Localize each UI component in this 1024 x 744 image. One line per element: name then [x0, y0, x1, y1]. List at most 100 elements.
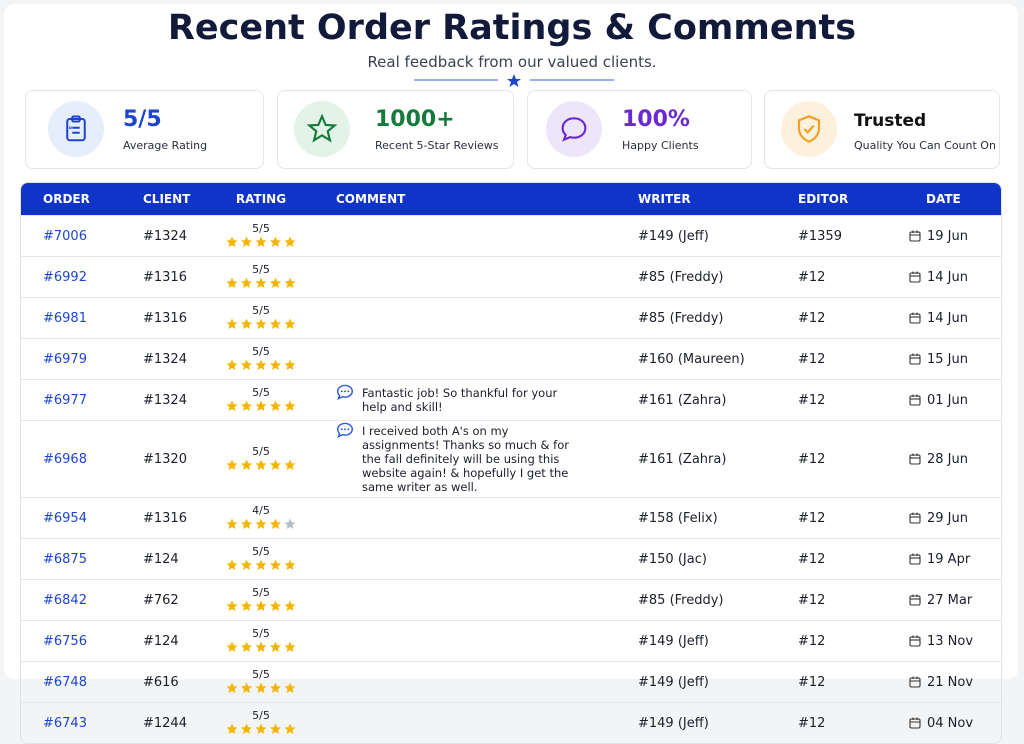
date-text: 21 Nov — [927, 674, 974, 690]
cell-text: #85 (Freddy) — [638, 269, 724, 285]
table-cell: #1359 — [786, 215, 891, 257]
cell-text: #1320 — [143, 451, 187, 467]
date-text: 29 Jun — [927, 510, 968, 526]
stat-label: Recent 5-Star Reviews — [375, 139, 499, 152]
stat-label: Happy Clients — [622, 139, 699, 152]
table-cell: #12 — [786, 497, 891, 539]
cell-text: #161 (Zahra) — [638, 392, 727, 408]
star — [284, 559, 296, 570]
cal-body — [909, 718, 921, 729]
star — [226, 236, 238, 247]
cell-text: #85 (Freddy) — [638, 310, 724, 326]
rating-text: 5/5 — [252, 262, 270, 276]
star — [226, 518, 238, 529]
date-text: 04 Nov — [927, 715, 974, 731]
rating-stars — [226, 236, 296, 247]
table-cell: 5/5 — [206, 420, 316, 498]
order-link[interactable]: #6954 — [43, 510, 87, 526]
star — [240, 723, 252, 734]
table: ORDER CLIENT RATING COMMENT WRITER EDITOR DATE… — [21, 183, 1001, 743]
order-link[interactable]: #6992 — [43, 269, 87, 285]
table-cell: #1316 — [131, 497, 206, 539]
star — [255, 559, 267, 570]
star — [284, 518, 296, 529]
star — [240, 559, 252, 570]
star — [269, 723, 281, 734]
rating-text: 4/5 — [252, 503, 270, 517]
calendar-icon — [909, 512, 921, 524]
comment-bubble — [336, 422, 354, 438]
calendar-icon — [909, 635, 921, 647]
star — [284, 682, 296, 693]
rating-stars — [226, 359, 296, 370]
cell-text: #160 (Maureen) — [638, 351, 745, 367]
rating-stars — [226, 459, 296, 470]
table-cell: 5/5 — [206, 297, 316, 339]
star — [269, 641, 281, 652]
rating-text: 5/5 — [252, 221, 270, 235]
stat-value: 5/5 — [123, 107, 162, 132]
stat-icon — [781, 101, 837, 157]
stat-value: 100% — [622, 107, 690, 132]
star — [255, 277, 267, 288]
order-link[interactable]: #6748 — [43, 674, 87, 690]
table-cell: #6743 — [21, 702, 131, 743]
cal-body — [909, 231, 921, 242]
cell-text: #1324 — [143, 351, 187, 367]
star — [284, 600, 296, 611]
table-cell: 5/5 — [206, 379, 316, 421]
table-cell: 27 Mar — [891, 579, 1001, 621]
table-cell: #149 (Jeff) — [626, 620, 786, 662]
date: 14 Jun — [909, 270, 1001, 285]
dot — [347, 428, 350, 431]
table-body: #7006 #1324 5/5 #149 (Jeff) #1359 19 Jun #6992… — [21, 215, 1001, 743]
date: 19 Jun — [909, 229, 1001, 244]
order-link[interactable]: #6743 — [43, 715, 87, 731]
rating-text: 5/5 — [252, 708, 270, 722]
order-link[interactable]: #6842 — [43, 592, 87, 608]
table-cell: #762 — [131, 579, 206, 621]
rating-text: 5/5 — [252, 444, 270, 458]
table-cell: #6748 — [21, 661, 131, 703]
table-cell: #158 (Felix) — [626, 497, 786, 539]
table-cell: 5/5 — [206, 538, 316, 580]
dot — [347, 390, 350, 393]
table-row: #6875 #124 5/5 #150 (Jac) #12 19 Apr — [21, 538, 1001, 580]
rating-stars — [226, 559, 296, 570]
cell-text: #149 (Jeff) — [638, 715, 709, 731]
star — [240, 641, 252, 652]
table-cell: #149 (Jeff) — [626, 215, 786, 257]
order-link[interactable]: #6968 — [43, 451, 87, 467]
rating-stars — [226, 318, 296, 329]
table-row: #6977 #1324 5/5 Fantastic job! So thankful … — [21, 379, 1001, 421]
star — [269, 318, 281, 329]
rating-text: 5/5 — [252, 544, 270, 558]
date-text: 15 Jun — [927, 351, 968, 367]
order-link[interactable]: #7006 — [43, 228, 87, 244]
table-cell: #161 (Zahra) — [626, 379, 786, 421]
star — [255, 236, 267, 247]
order-link[interactable]: #6875 — [43, 551, 87, 567]
order-link[interactable]: #6981 — [43, 310, 87, 326]
table-cell: 5/5 — [206, 338, 316, 380]
rating-stars — [226, 682, 296, 693]
table-row: #6979 #1324 5/5 #160 (Maureen) #12 15 Jun — [21, 338, 1001, 380]
column-header: CLIENT — [131, 183, 206, 216]
star — [255, 723, 267, 734]
table-cell: 19 Jun — [891, 215, 1001, 257]
star — [269, 459, 281, 470]
table-row: #6842 #762 5/5 #85 (Freddy) #12 27 Mar — [21, 579, 1001, 621]
star — [255, 400, 267, 411]
table-cell — [316, 702, 626, 743]
star — [284, 277, 296, 288]
calendar-icon — [909, 676, 921, 688]
table-cell — [316, 338, 626, 380]
subtitle: Real feedback from our valued clients. — [367, 53, 657, 71]
table-cell: #149 (Jeff) — [626, 661, 786, 703]
order-link[interactable]: #6979 — [43, 351, 87, 367]
star — [226, 559, 238, 570]
table-cell: #1320 — [131, 420, 206, 498]
order-link[interactable]: #6977 — [43, 392, 87, 408]
dot — [340, 390, 343, 393]
order-link[interactable]: #6756 — [43, 633, 87, 649]
